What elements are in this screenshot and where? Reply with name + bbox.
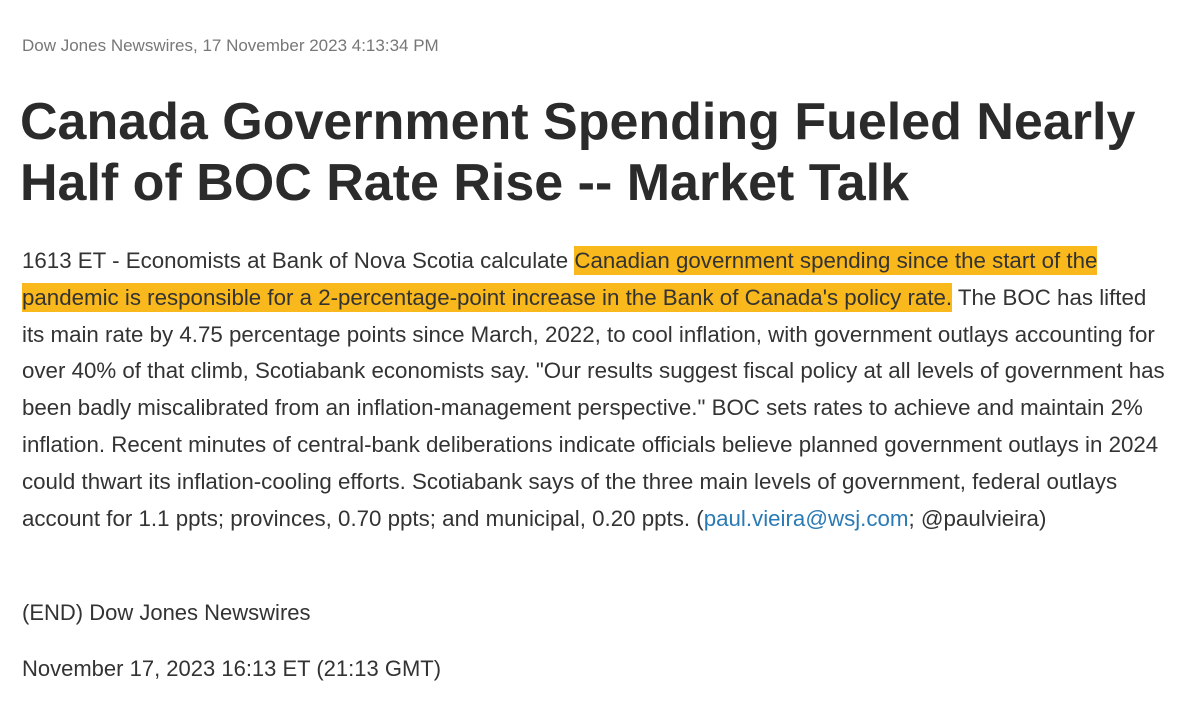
body-text: The BOC has lifted its main rate by 4.75…: [22, 284, 1165, 531]
date-line: November 17, 2023 16:13 ET (21:13 GMT): [22, 656, 442, 681]
headline: Canada Government Spending Fueled Nearly…: [20, 93, 1136, 212]
email-link[interactable]: paul.vieira@wsj.com: [703, 505, 909, 531]
source-line: Dow Jones Newswires, 17 November 2023 4:…: [22, 36, 439, 55]
end-line: (END) Dow Jones Newswires: [22, 600, 311, 625]
article-body: 1613 ET - Economists at Bank of Nova Sco…: [22, 243, 1172, 537]
body-tail: ; @paulvieira): [908, 505, 1047, 531]
body-lead: 1613 ET - Economists at Bank of Nova Sco…: [22, 248, 575, 273]
